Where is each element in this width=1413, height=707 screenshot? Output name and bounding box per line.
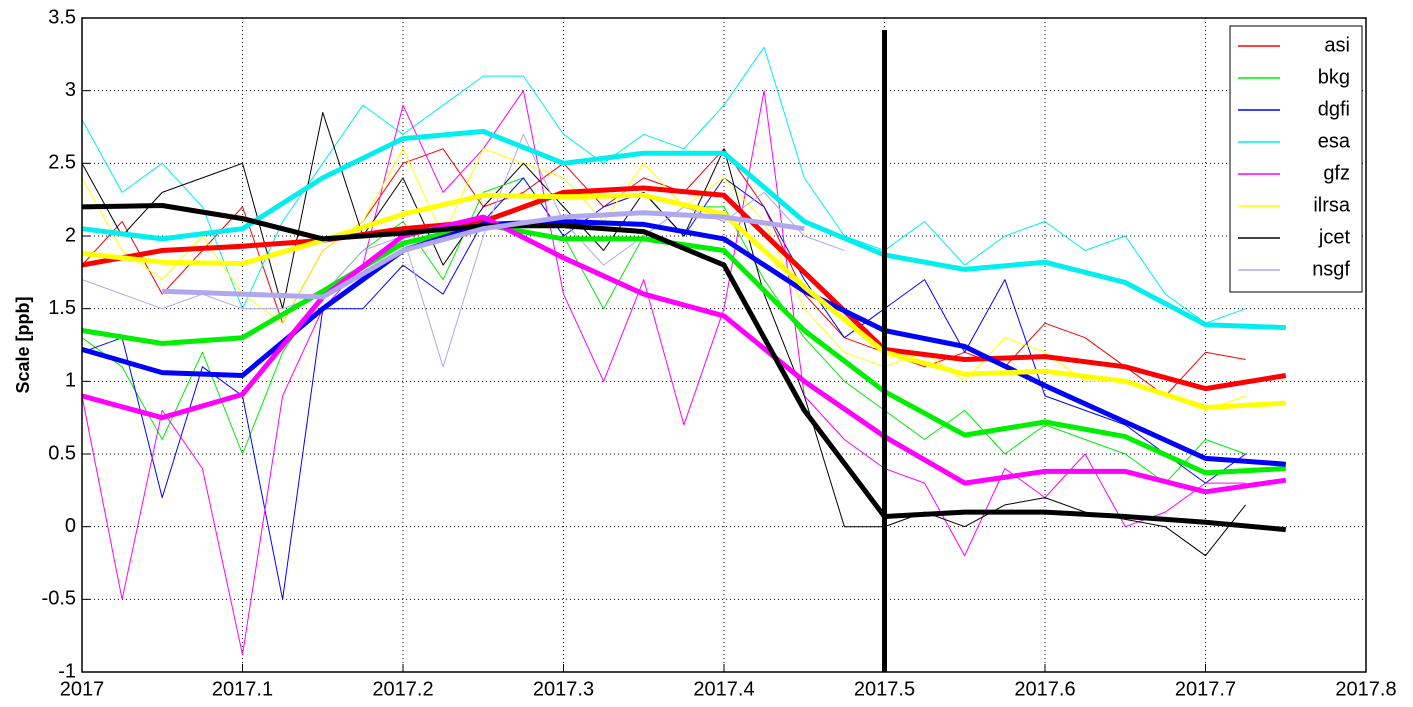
x-tick-label: 2017.4 [693, 678, 754, 700]
trend-line [81, 128, 1286, 331]
y-tick-label: 3 [65, 79, 76, 101]
legend-label: ilrsa [1313, 194, 1351, 216]
plot-frame [81, 17, 1367, 673]
y-tick-label: -1 [58, 660, 76, 682]
x-tick-label: 2017.6 [1014, 678, 1075, 700]
legend-label: gfz [1323, 162, 1350, 184]
x-tick-label: 2017.1 [212, 678, 273, 700]
y-tick-label: 1.5 [48, 297, 76, 319]
y-tick-label: -0.5 [42, 588, 76, 610]
x-tick-label: 2017.5 [854, 678, 915, 700]
series-line [81, 112, 1246, 557]
x-tick-label: 2017.3 [533, 678, 594, 700]
series-line [81, 90, 1246, 656]
trend-line [162, 210, 805, 300]
trend-line [81, 214, 1287, 495]
trend-line [81, 203, 1287, 533]
y-tick-label: 2 [65, 224, 76, 246]
y-axis-label: Scale [ppb] [13, 296, 33, 393]
trend-line [81, 221, 1286, 476]
legend-label: dgfi [1318, 98, 1350, 120]
trend-line [81, 192, 1286, 410]
x-tick-label: 2017 [60, 678, 105, 700]
y-tick-label: 1 [65, 370, 76, 392]
legend-box [1229, 25, 1363, 293]
series-line [81, 46, 1246, 324]
y-tick-label: 2.5 [48, 152, 76, 174]
legend-label: asi [1324, 34, 1350, 56]
legend-label: nsgf [1312, 258, 1350, 280]
trend-line [81, 185, 1287, 392]
y-tick-label: 0 [65, 515, 76, 537]
x-tick-label: 2017.8 [1335, 678, 1396, 700]
x-tick-label: 2017.2 [372, 678, 433, 700]
legend-label: jcet [1318, 226, 1351, 248]
x-tick-label: 2017.7 [1175, 678, 1236, 700]
legend-label: esa [1318, 130, 1351, 152]
legend-label: bkg [1318, 66, 1350, 88]
y-tick-label: 3.5 [48, 6, 76, 28]
y-tick-label: 0.5 [48, 442, 76, 464]
